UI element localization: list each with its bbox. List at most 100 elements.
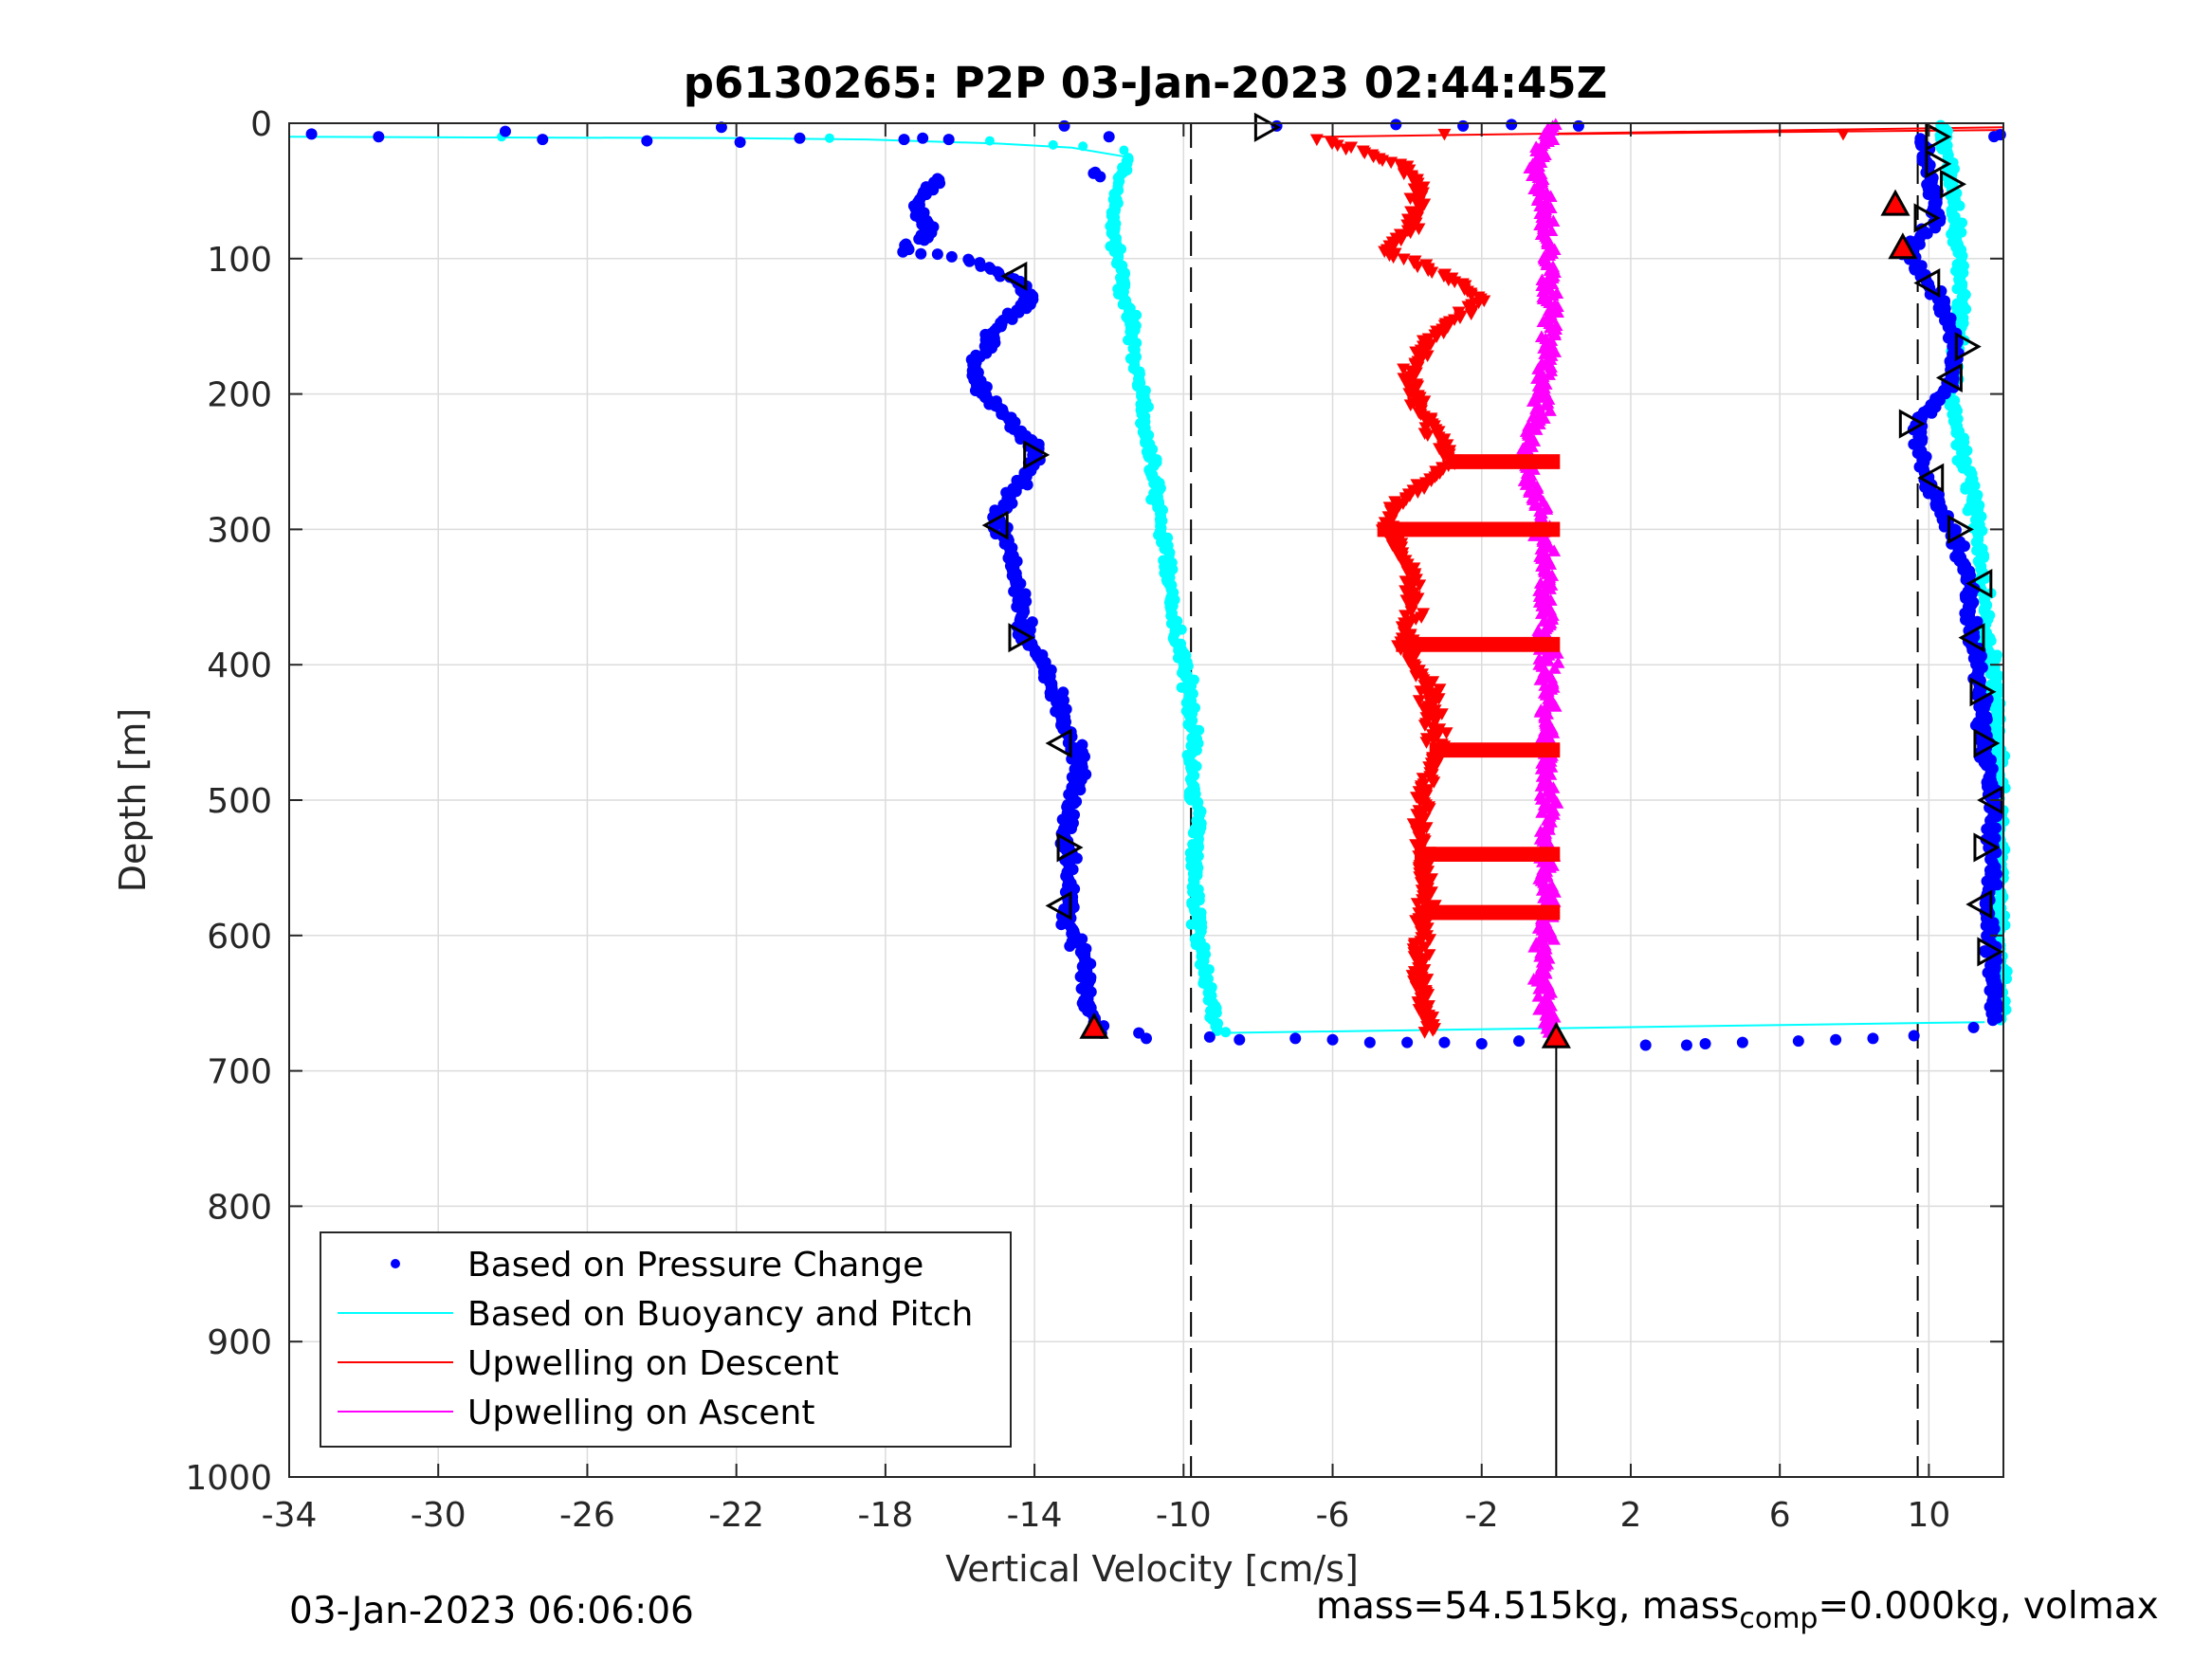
buoyancy-descent-point: [1212, 1025, 1223, 1036]
pressure-descent-point: [975, 260, 987, 272]
ascent-upwelling-point: [1543, 404, 1557, 416]
descent-upwelling-point: [1439, 727, 1453, 739]
pressure-descent-point: [1064, 939, 1076, 952]
buoyancy-surface-point: [984, 136, 995, 146]
y-tick-label: 700: [207, 1053, 272, 1092]
descent-upwelling-surface-line: [1321, 126, 2004, 138]
pressure-descent-point: [1055, 919, 1068, 931]
ascent-upwelling-point: [1547, 662, 1562, 674]
marker-triangle-right: [1973, 728, 2001, 758]
x-axis-label: Vertical Velocity [cm/s]: [945, 1548, 1359, 1590]
pressure-ascent-point: [1926, 407, 1938, 419]
legend-swatch-dot: [391, 1259, 400, 1268]
pressure-surface-point: [641, 135, 653, 147]
descent-upwelling-point: [1427, 776, 1441, 789]
x-tick-label: 2: [1620, 1496, 1642, 1535]
ascent-upwelling-point: [1547, 895, 1562, 907]
ascent-upwelling-point: [1532, 982, 1546, 994]
marker-triangle-right: [1023, 440, 1051, 470]
marker-triangle-left: [981, 510, 1009, 540]
descent-upwelling-point: [1386, 251, 1400, 264]
ascent-upwelling-point: [1533, 391, 1547, 403]
marker-triangle-left: [1958, 623, 1985, 653]
marker-triangle-right: [1913, 203, 1941, 233]
marker-triangle-right: [1940, 169, 1967, 199]
x-tick-label: -34: [262, 1496, 318, 1535]
x-tick-label: -18: [857, 1496, 913, 1535]
pressure-ascent-point: [1942, 332, 1954, 344]
ascent-upwelling-point: [1542, 654, 1556, 666]
y-tick-label: 400: [207, 647, 272, 685]
pressure-bottom-point: [1867, 1032, 1879, 1045]
marker-triangle-left: [1965, 568, 1993, 599]
x-tick-label: -2: [1465, 1496, 1499, 1535]
pressure-extra-point: [1141, 1032, 1152, 1045]
x-tick-label: -22: [708, 1496, 764, 1535]
marker-triangle-right: [1947, 514, 1974, 544]
pressure-extra-point: [1830, 1033, 1842, 1046]
pressure-ascent-point: [1980, 946, 1992, 958]
ascent-upwelling-point: [1535, 806, 1549, 818]
pressure-extra-point: [917, 132, 929, 144]
descent-upwelling-point: [1425, 266, 1439, 280]
y-tick-label: 1000: [185, 1459, 272, 1498]
pressure-ascent-point: [1986, 1014, 1999, 1027]
legend-label: Upwelling on Descent: [467, 1344, 839, 1383]
pressure-descent-point: [963, 255, 976, 267]
y-tick-label: 200: [207, 376, 272, 415]
ascent-upwelling-point: [1547, 544, 1562, 556]
marker-triangle-right: [1898, 409, 1926, 439]
chart-title: p6130265: P2P 03-Jan-2023 02:44:45Z: [684, 58, 1608, 108]
pressure-surface-point: [537, 134, 549, 146]
buoyancy-surface-point: [824, 133, 834, 143]
descent-upwelling-point: [1397, 253, 1411, 266]
descent-upwelling-surface-point: [1437, 128, 1452, 141]
pressure-surface-point: [305, 128, 318, 140]
marker-triangle-left: [1045, 890, 1072, 921]
pressure-descent-point: [915, 247, 927, 260]
ascent-upwelling-point: [1534, 779, 1548, 792]
pressure-surface-point: [1058, 119, 1070, 132]
descent-upwelling-point: [1433, 443, 1447, 456]
y-tick-label: 0: [250, 105, 272, 144]
descent-upwelling-point: [1417, 964, 1432, 976]
pressure-extra-point: [1736, 1036, 1748, 1048]
legend-label: Based on Buoyancy and Pitch: [467, 1295, 973, 1334]
descent-upwelling-point: [1403, 227, 1417, 240]
marker-triangle-right: [1008, 623, 1035, 653]
marker-triangle-right: [1253, 112, 1281, 142]
buoyancy-surface-point: [1078, 141, 1088, 152]
marker-triangle-left: [1045, 728, 1072, 758]
buoyancy-surface-point: [1119, 145, 1129, 155]
marker-triangle-left: [1000, 261, 1028, 291]
pressure-descent-point: [1074, 784, 1087, 796]
y-tick-label: 300: [207, 511, 272, 550]
pressure-extra-point: [1680, 1039, 1692, 1051]
marker-triangle-left: [1917, 463, 1945, 493]
pressure-descent-point: [897, 246, 909, 258]
ascent-upwelling-point: [1548, 700, 1563, 712]
descent-upwelling-point: [1411, 592, 1425, 605]
x-tick-label: 6: [1769, 1496, 1791, 1535]
y-tick-label: 500: [207, 782, 272, 821]
ascent-upwelling-point: [1527, 940, 1542, 953]
pressure-bottom-point: [1513, 1035, 1526, 1048]
pressure-ascent-point: [1929, 222, 1942, 234]
pressure-extra-point: [1103, 131, 1115, 143]
marker-triangle-up-red: [1888, 232, 1918, 260]
descent-upwelling-point: [1419, 682, 1434, 694]
pressure-bottom-point: [1203, 1030, 1216, 1043]
marker-triangle-left: [1965, 889, 1993, 920]
footer-timestamp: 03-Jan-2023 06:06:06: [289, 1590, 694, 1632]
pressure-bottom-point: [1967, 1021, 1980, 1033]
ascent-upwelling-point: [1550, 647, 1564, 659]
pressure-surface-point: [1506, 118, 1518, 131]
pressure-descent-point: [1094, 171, 1106, 183]
mass-text-2: =0.000kg, volmax: [1818, 1585, 2159, 1628]
y-axis-ticks: 0 100 200 300 400 500 600 700 800 900 1000: [185, 105, 2003, 1498]
pressure-bottom-point: [1908, 1030, 1920, 1042]
descent-upwelling-point: [1330, 139, 1344, 153]
x-axis-ticks: -34 -30 -26 -22 -18 -14 -10 -6 -2 2 6 10: [262, 123, 1950, 1535]
pressure-bottom-point: [1438, 1036, 1451, 1048]
